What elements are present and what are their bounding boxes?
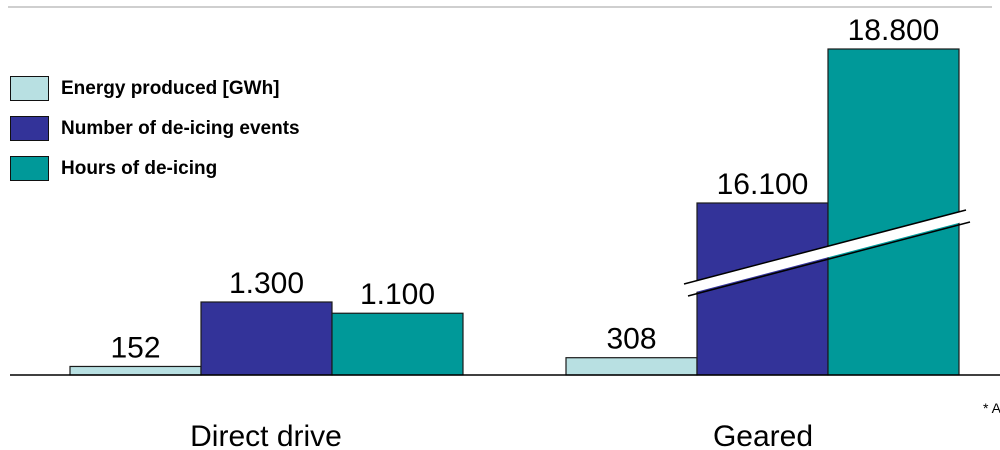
top-divider [8,6,992,8]
legend-swatch-events [10,116,49,141]
bar-direct-drive-series-0 [69,365,202,376]
category-labels-layer: Direct drive Geared [190,420,813,450]
axis-break-line-lower [687,221,971,297]
footnote: * A [983,400,1000,416]
axis-break-band [684,210,970,294]
value-label-geared-series-0: 308 [606,323,656,356]
category-label-direct-drive: Direct drive [190,420,342,450]
legend-swatch-energy [10,76,49,101]
bar-geared-series-1 [696,202,829,376]
value-label-geared-series-1: 16.100 [717,168,809,201]
legend-item-energy: Energy produced [GWh] [10,75,300,102]
bar-geared-series-0 [565,357,698,376]
value-label-direct-drive-series-0: 152 [110,331,160,364]
bar-geared-series-2 [827,48,960,376]
value-label-geared-series-2: 18.800 [848,14,940,47]
legend-item-events: Number of de-icing events [10,115,300,142]
legend-label-hours: Hours of de-icing [61,157,218,179]
axis-break-line-upper [683,209,967,285]
bars-layer [69,48,960,376]
legend-label-events: Number of de-icing events [61,117,300,139]
value-label-direct-drive-series-1: 1.300 [229,267,304,300]
bar-direct-drive-series-1 [200,301,333,376]
legend-label-energy: Energy produced [GWh] [61,77,280,99]
axis-break-layer [683,209,971,297]
value-labels-layer: 152 1.300 1.100 308 16.100 18.800 [110,14,939,364]
legend-swatch-hours [10,156,49,181]
legend: Energy produced [GWh] Number of de-icing… [10,75,300,195]
category-label-geared: Geared [713,420,813,450]
legend-item-hours: Hours of de-icing [10,155,300,182]
value-label-direct-drive-series-2: 1.100 [360,278,435,311]
bar-direct-drive-series-2 [331,312,464,376]
